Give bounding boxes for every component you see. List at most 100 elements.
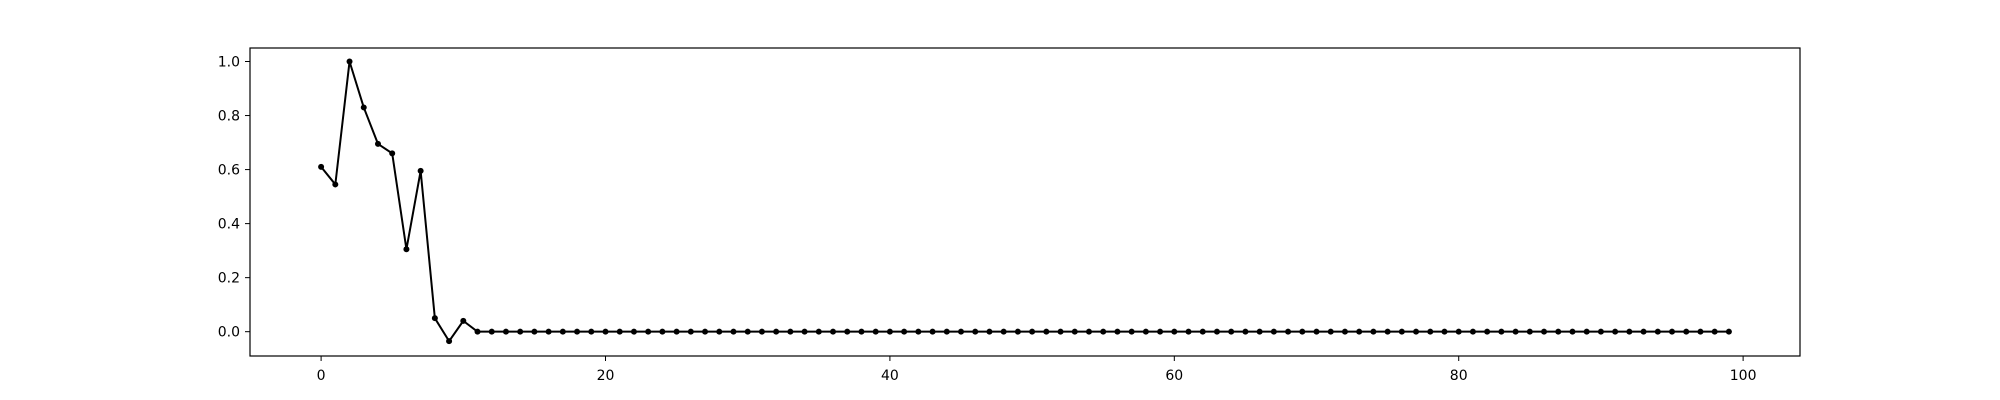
data-point	[659, 328, 666, 335]
x-tick-label: 60	[1165, 368, 1183, 384]
data-point	[1612, 328, 1619, 335]
plot-frame	[249, 47, 1801, 357]
data-point	[346, 58, 353, 65]
data-point	[687, 328, 694, 335]
data-point	[1185, 328, 1192, 335]
data-point	[531, 328, 538, 335]
data-point	[1541, 328, 1548, 335]
data-point	[588, 328, 595, 335]
data-point	[758, 328, 765, 335]
data-point	[1711, 328, 1718, 335]
data-point	[332, 181, 339, 188]
data-point	[1640, 328, 1647, 335]
y-axis-ticks: 0.0 0.2 0.4 0.6 0.8 1.0	[218, 55, 250, 341]
y-tick-label: 0.0	[218, 325, 240, 341]
data-point	[1683, 328, 1690, 335]
data-point	[1669, 328, 1676, 335]
data-point	[943, 328, 950, 335]
data-point	[645, 328, 652, 335]
data-point	[1171, 328, 1178, 335]
x-axis-ticks: 0 20 40 60 80 100	[317, 356, 1757, 384]
x-tick-label: 100	[1730, 368, 1757, 384]
data-point	[474, 328, 481, 335]
data-point	[1469, 328, 1476, 335]
data-point	[929, 328, 936, 335]
data-point	[403, 246, 410, 253]
data-point	[1569, 328, 1576, 335]
data-point	[431, 315, 438, 322]
data-point	[901, 328, 908, 335]
data-point	[1455, 328, 1462, 335]
data-point	[958, 328, 965, 335]
data-point	[1043, 328, 1050, 335]
data-point	[716, 328, 723, 335]
data-point	[559, 328, 566, 335]
data-point	[1512, 328, 1519, 335]
data-point	[1029, 328, 1036, 335]
data-point	[545, 328, 552, 335]
plot-series	[318, 58, 1732, 345]
data-point	[1626, 328, 1633, 335]
y-tick-label: 0.8	[218, 109, 240, 125]
data-point	[1085, 328, 1092, 335]
data-point	[915, 328, 922, 335]
data-point	[1654, 328, 1661, 335]
data-point	[1555, 328, 1562, 335]
data-point	[1441, 328, 1448, 335]
data-point	[1000, 328, 1007, 335]
data-point	[1100, 328, 1107, 335]
data-point	[773, 328, 780, 335]
data-point	[1270, 328, 1277, 335]
data-point	[1697, 328, 1704, 335]
data-point	[1356, 328, 1363, 335]
data-point	[730, 328, 737, 335]
data-point	[801, 328, 808, 335]
data-point	[830, 328, 837, 335]
data-point	[1341, 328, 1348, 335]
y-tick-label: 0.6	[218, 163, 240, 179]
data-point	[986, 328, 993, 335]
data-point	[1213, 328, 1220, 335]
data-point	[1526, 328, 1533, 335]
data-point	[673, 328, 680, 335]
data-point	[1299, 328, 1306, 335]
data-point	[1114, 328, 1121, 335]
series-line	[320, 60, 1729, 343]
data-point	[1384, 328, 1391, 335]
data-point	[1285, 328, 1292, 335]
data-point	[1725, 328, 1732, 335]
data-point	[1484, 328, 1491, 335]
x-tick-label: 20	[597, 368, 615, 384]
data-point	[1498, 328, 1505, 335]
data-point	[844, 328, 851, 335]
data-point	[702, 328, 709, 335]
data-point	[616, 328, 623, 335]
data-point	[374, 140, 381, 147]
x-tick-label: 40	[881, 368, 899, 384]
data-point	[858, 328, 865, 335]
y-tick-label: 0.2	[218, 271, 240, 287]
data-point	[744, 328, 751, 335]
data-point	[1128, 328, 1135, 335]
data-point	[1228, 328, 1235, 335]
data-point	[886, 328, 893, 335]
data-point	[446, 338, 453, 345]
data-point	[1583, 328, 1590, 335]
data-point	[1014, 328, 1021, 335]
y-tick-label: 0.4	[218, 217, 240, 233]
x-tick-label: 0	[317, 368, 326, 384]
data-point	[1071, 328, 1078, 335]
data-point	[1242, 328, 1249, 335]
data-point	[1327, 328, 1334, 335]
data-point	[1427, 328, 1434, 335]
data-point	[1313, 328, 1320, 335]
data-point	[460, 317, 467, 324]
data-point	[1597, 328, 1604, 335]
y-tick-label: 1.0	[218, 55, 240, 71]
data-point	[1057, 328, 1064, 335]
data-point	[872, 328, 879, 335]
data-point	[1142, 328, 1149, 335]
x-tick-label: 80	[1450, 368, 1468, 384]
data-point	[630, 328, 637, 335]
data-point	[1157, 328, 1164, 335]
